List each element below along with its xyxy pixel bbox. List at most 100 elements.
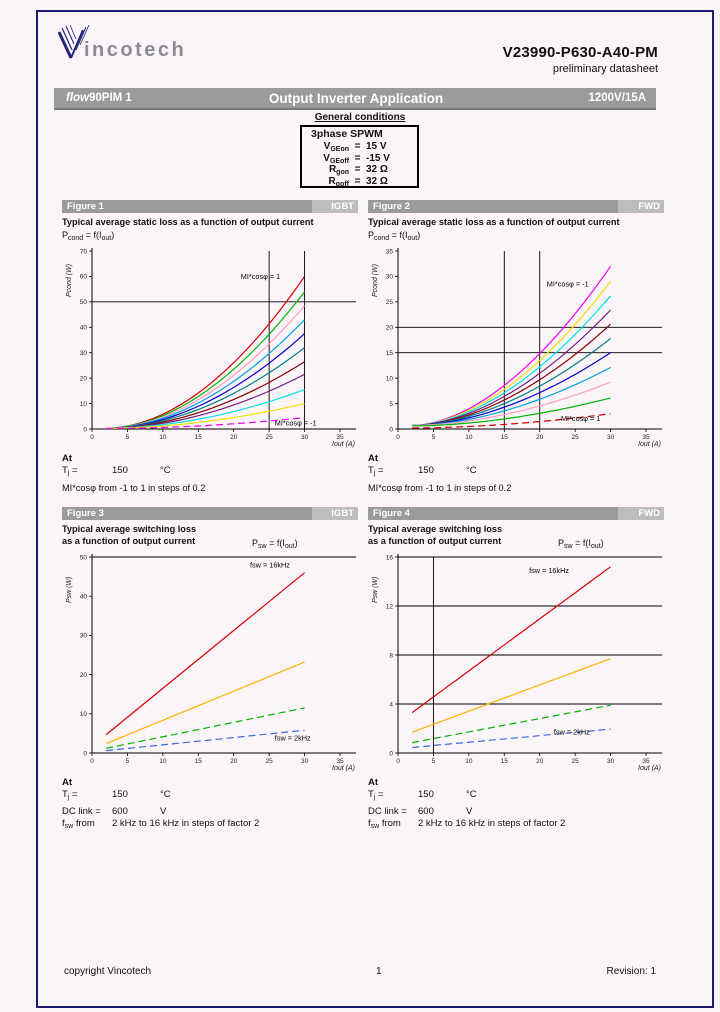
figure-2-conditions: At Tj = 150 °C MI*cosφ from -1 to 1 in s… [368, 453, 664, 494]
module-prefix: flow [66, 92, 89, 104]
figure-2-header: Figure 2 FWD [368, 200, 664, 213]
figure-4-header: Figure 4 FWD [368, 507, 664, 520]
logo-text: incotech [84, 39, 186, 61]
tj-row: Tj = 150 °C [368, 789, 664, 801]
logo-v-icon [57, 24, 90, 59]
svg-text:0: 0 [83, 426, 87, 433]
dc-link-symbol: DC link = [368, 806, 407, 817]
condition-value: 32 Ω [366, 164, 388, 176]
svg-text:20: 20 [80, 672, 88, 679]
svg-text:40: 40 [80, 324, 88, 331]
condition-symbol: VGEon [323, 141, 349, 153]
dc-link-row: DC link = 600 V [62, 806, 358, 818]
svg-text:0: 0 [389, 750, 393, 757]
svg-text:fsw = 16kHz: fsw = 16kHz [529, 566, 569, 575]
svg-text:5: 5 [126, 434, 130, 441]
tj-unit: °C [466, 464, 477, 476]
svg-text:0: 0 [90, 758, 94, 765]
condition-value: 32 Ω [366, 175, 388, 187]
svg-text:10: 10 [465, 758, 473, 765]
tj-unit: °C [160, 789, 171, 800]
fsw-symbol: fsw from [368, 818, 401, 830]
tj-unit: °C [160, 464, 171, 476]
svg-text:50: 50 [80, 554, 88, 561]
dc-link-symbol: DC link = [62, 806, 101, 817]
tj-unit: °C [466, 789, 477, 800]
part-number: V23990-P630-A40-PM [502, 44, 658, 61]
tj-symbol: Tj = [368, 464, 384, 477]
svg-text:Iout (A): Iout (A) [332, 765, 355, 772]
tj-symbol: Tj = [62, 464, 78, 477]
svg-text:Pcond (W): Pcond (W) [372, 263, 379, 296]
svg-text:fsw = 2kHz: fsw = 2kHz [554, 728, 590, 737]
svg-text:35: 35 [336, 434, 344, 441]
svg-text:0: 0 [396, 758, 400, 765]
figure-3-formula: Psw = f(Iout) [252, 538, 298, 550]
svg-text:30: 30 [607, 758, 615, 765]
svg-text:0: 0 [90, 434, 94, 441]
modulation-scheme: 3phase SPWM [311, 128, 383, 140]
tj-value: 150 [112, 464, 128, 476]
equals-sign: = [354, 152, 361, 164]
figure-1-tag: IGBT [312, 200, 358, 213]
figure-4-formula: Psw = f(Iout) [558, 538, 604, 550]
svg-text:15: 15 [195, 434, 203, 441]
tj-row: Tj = 150 °C [62, 465, 358, 477]
figure-4-label: Figure 4 [373, 508, 410, 519]
fsw-row: fsw from 2 kHz to 16 kHz in steps of fac… [368, 818, 664, 830]
voltage-current-rating: 1200V/15A [588, 92, 646, 104]
mi-cos-phi-note: MI*cosφ from -1 to 1 in steps of 0.2 [62, 482, 206, 493]
at-label: At [62, 777, 73, 788]
figure-1-chart: 0 5 10 15 20 25 30 35 0 10 20 30 40 50 60 70 Pcond (W) Io… [66, 247, 356, 448]
svg-text:60: 60 [80, 273, 88, 280]
at-label: At [368, 777, 379, 788]
svg-text:Pcond (W): Pcond (W) [66, 263, 73, 296]
svg-text:Iout (A): Iout (A) [638, 441, 661, 448]
svg-text:30: 30 [607, 434, 615, 441]
svg-text:5: 5 [126, 758, 130, 765]
condition-value: 15 V [366, 141, 387, 152]
fsw-value: 2 kHz to 16 kHz in steps of factor 2 [418, 818, 566, 829]
svg-text:15: 15 [386, 350, 394, 357]
title-bar: flow90PIM 1 Output Inverter Application … [54, 88, 656, 110]
svg-text:25: 25 [386, 299, 394, 306]
datasheet-type: preliminary datasheet [552, 63, 658, 75]
figure-1-panel: Figure 1 IGBT Typical average static los… [62, 200, 358, 494]
at-label: At [368, 452, 379, 464]
dc-link-value: 600 [418, 806, 434, 817]
svg-text:25: 25 [266, 758, 274, 765]
svg-text:50: 50 [80, 299, 88, 306]
footer-revision: Revision: 1 [606, 966, 656, 977]
figure-3-label: Figure 3 [67, 508, 104, 519]
svg-text:fsw = 16kHz: fsw = 16kHz [250, 561, 290, 570]
figure-3-chart: 0 5 10 15 20 25 30 35 0 10 20 30 40 50 Psw (W) Iout (A)… [66, 554, 356, 772]
equals-sign: = [354, 141, 361, 152]
svg-text:30: 30 [386, 273, 394, 280]
figure-2-panel: Figure 2 FWD Typical average static loss… [368, 200, 664, 494]
tj-row: Tj = 150 °C [368, 465, 664, 477]
condition-row: Rgoff = 32 Ω [302, 176, 417, 188]
vincotech-logo: incotech [57, 24, 186, 61]
figure-2-formula: Pcond = f(Iout) [368, 229, 421, 242]
svg-text:20: 20 [536, 758, 544, 765]
figure-4-subtitle-line2: as a function of output current [368, 535, 502, 546]
condition-symbol: VGEoff [323, 152, 349, 165]
svg-text:5: 5 [432, 758, 436, 765]
svg-text:35: 35 [642, 758, 650, 765]
figure-1-label: Figure 1 [67, 201, 104, 212]
svg-text:35: 35 [386, 248, 394, 255]
svg-text:10: 10 [80, 711, 88, 718]
svg-text:Iout (A): Iout (A) [332, 441, 355, 448]
tj-value: 150 [418, 789, 434, 800]
figure-3-panel: Figure 3 IGBT Typical average switching … [62, 507, 358, 830]
fsw-row: fsw from 2 kHz to 16 kHz in steps of fac… [62, 818, 358, 830]
svg-text:30: 30 [80, 633, 88, 640]
dc-link-unit: V [160, 806, 167, 817]
svg-text:fsw = 2kHz: fsw = 2kHz [275, 733, 311, 742]
tj-value: 150 [112, 789, 128, 800]
svg-text:35: 35 [642, 434, 650, 441]
fsw-value: 2 kHz to 16 kHz in steps of factor 2 [112, 818, 260, 829]
svg-text:10: 10 [386, 375, 394, 382]
svg-text:Psw (W): Psw (W) [66, 577, 73, 603]
svg-text:0: 0 [389, 426, 393, 433]
